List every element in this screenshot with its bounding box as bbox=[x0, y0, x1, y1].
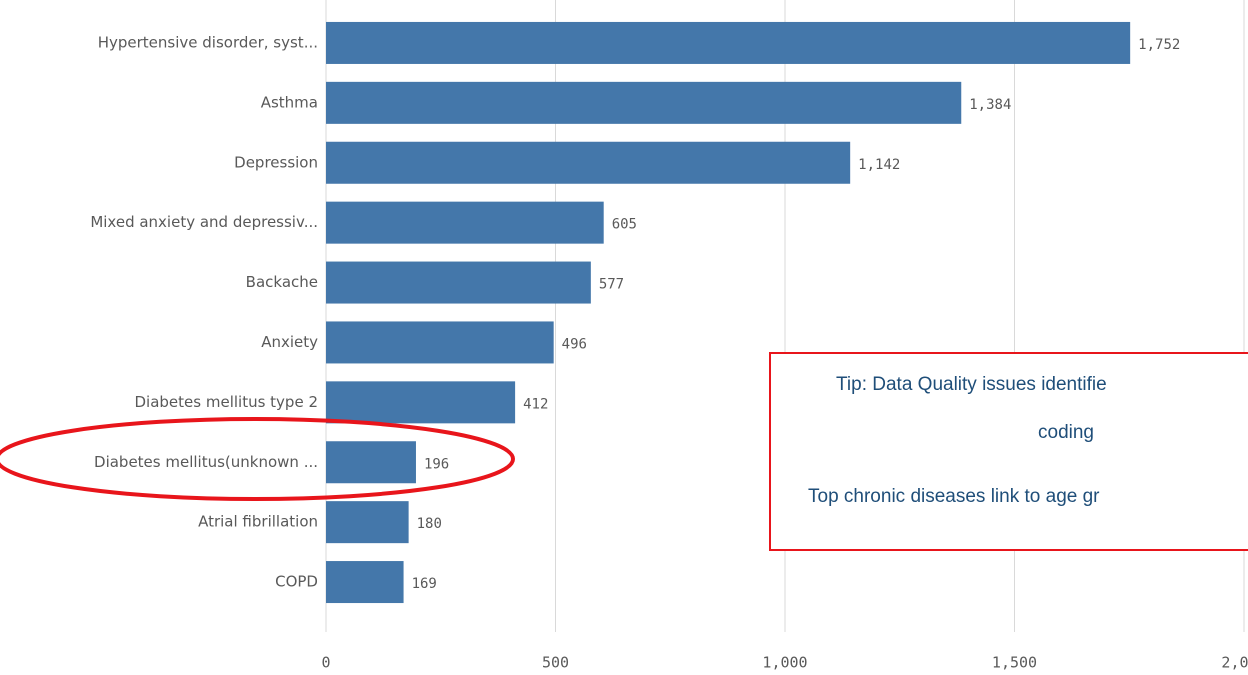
y-tick-label: Backache bbox=[246, 273, 318, 291]
tip-box bbox=[769, 352, 1248, 551]
value-label: 1,752 bbox=[1138, 37, 1180, 53]
value-label: 496 bbox=[562, 336, 587, 352]
bar bbox=[326, 261, 591, 304]
bar bbox=[326, 201, 604, 244]
marks: Hypertensive disorder, syst... 1,752 Asthm… bbox=[90, 21, 1180, 604]
bar bbox=[326, 321, 554, 364]
highlight-ellipse bbox=[0, 417, 515, 501]
x-tick-label: 1,500 bbox=[992, 654, 1037, 672]
value-label: 1,142 bbox=[858, 157, 900, 173]
value-label: 412 bbox=[523, 396, 548, 412]
bar bbox=[326, 141, 851, 184]
y-tick-label: Diabetes mellitus type 2 bbox=[135, 393, 319, 411]
value-label: 605 bbox=[612, 217, 637, 233]
bar bbox=[326, 441, 416, 484]
x-tick-label: 0 bbox=[321, 654, 330, 672]
bar bbox=[326, 81, 962, 124]
bar bbox=[326, 561, 404, 604]
y-tick-label: COPD bbox=[275, 573, 318, 591]
y-tick-label: Atrial fibrillation bbox=[198, 513, 318, 531]
value-label: 180 bbox=[417, 516, 442, 532]
value-label: 1,384 bbox=[969, 97, 1011, 113]
tip-text: Top chronic diseases link to age gr bbox=[808, 486, 1100, 507]
value-label: 196 bbox=[424, 456, 449, 472]
y-tick-label: Depression bbox=[234, 153, 318, 171]
y-tick-label: Diabetes mellitus(unknown ... bbox=[94, 453, 318, 471]
bar bbox=[326, 21, 1131, 64]
bar bbox=[326, 381, 516, 424]
y-tick-label: Hypertensive disorder, syst... bbox=[98, 33, 318, 51]
x-tick-label: 2,000 bbox=[1221, 654, 1248, 672]
tip-text: coding bbox=[1038, 422, 1094, 443]
y-tick-label: Mixed anxiety and depressiv... bbox=[90, 213, 318, 231]
value-label: 577 bbox=[599, 277, 624, 293]
y-tick-label: Asthma bbox=[261, 93, 318, 111]
value-label: 169 bbox=[412, 576, 437, 592]
y-tick-label: Anxiety bbox=[261, 333, 318, 351]
tip-text: Tip: Data Quality issues identifie bbox=[836, 374, 1107, 395]
x-tick-label: 1,000 bbox=[762, 654, 807, 672]
x-tick-label: 500 bbox=[542, 654, 569, 672]
bar bbox=[326, 501, 409, 544]
